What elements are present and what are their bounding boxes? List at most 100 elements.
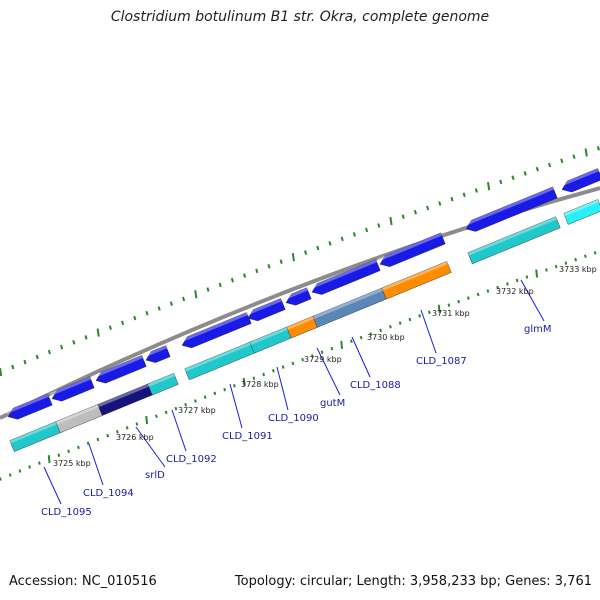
inner-tick <box>272 369 275 373</box>
outer-tick <box>267 263 271 269</box>
label-leader <box>43 466 62 505</box>
outer-tick <box>328 241 332 246</box>
cds-arrow <box>377 232 446 267</box>
outer-tick <box>47 349 51 355</box>
outer-tick <box>291 252 295 262</box>
inner-tick <box>0 477 2 481</box>
inner-tick <box>398 321 402 325</box>
inner-tick <box>467 296 470 300</box>
outer-tick <box>145 310 149 316</box>
inner-tick <box>457 299 461 304</box>
gene-bar-CLD_1090 <box>249 326 292 354</box>
inner-tick <box>574 257 578 262</box>
inner-tick <box>18 469 22 473</box>
outer-tick <box>572 154 576 159</box>
tick-labels: 3725 kbp 3726 kbp 3727 kbp 3728 kbp 3729 kbp… <box>53 265 597 468</box>
gene-label: CLD_1092 <box>166 454 217 465</box>
outer-tick <box>389 216 393 226</box>
inner-tick <box>135 422 139 426</box>
outer-tick <box>243 273 247 278</box>
inner-tick <box>535 269 539 278</box>
map-title: Clostridium botulinum B1 str. Okra, comp… <box>110 9 490 25</box>
inner-tick <box>515 278 519 283</box>
inner-tick <box>77 445 80 450</box>
outer-tick <box>426 205 430 211</box>
label-leader <box>88 443 104 486</box>
feature-track <box>5 168 600 452</box>
inner-tick <box>106 433 110 438</box>
inner-tick <box>155 414 158 419</box>
outer-tick <box>108 325 112 330</box>
label-leader <box>276 366 289 411</box>
outer-tick <box>182 296 186 302</box>
inner-tick <box>96 437 100 442</box>
cds-arrow <box>463 186 558 232</box>
label-leader <box>135 426 166 468</box>
tick-label: 3732 kbp <box>496 287 534 296</box>
tick-label: 3733 kbp <box>559 265 597 274</box>
inner-tick <box>28 465 32 469</box>
tick-label: 3727 kbp <box>178 406 216 415</box>
inner-tick <box>496 285 500 290</box>
outer-tick <box>474 188 478 193</box>
inner-tick <box>369 332 373 336</box>
cds-arrow <box>245 298 286 322</box>
inner-tick <box>486 289 490 293</box>
inner-tick <box>506 282 509 286</box>
outer-tick <box>462 192 466 198</box>
inner-tick <box>389 324 392 329</box>
outer-tick <box>523 171 527 176</box>
inner-tick <box>57 453 61 457</box>
gene-label: gutM <box>320 398 345 409</box>
outer-tick <box>230 277 234 283</box>
label-leaders <box>43 279 545 505</box>
inner-tick <box>194 399 197 403</box>
label-leader <box>316 347 341 396</box>
label-leader <box>351 336 371 378</box>
inner-tick <box>350 339 353 344</box>
inner-tick <box>38 461 41 465</box>
inner-tick <box>330 346 334 351</box>
outer-tick <box>194 290 198 299</box>
inner-tick-marks <box>0 251 597 481</box>
inner-tick <box>359 335 363 340</box>
gene-label: CLD_1090 <box>268 413 319 424</box>
inner-tick <box>116 429 119 434</box>
outer-tick <box>535 166 539 172</box>
outer-tick <box>340 236 344 242</box>
inner-tick <box>554 264 558 269</box>
outer-tick <box>23 359 27 365</box>
inner-tick <box>437 304 441 313</box>
outer-tick <box>218 282 222 288</box>
outer-tick <box>316 245 320 251</box>
inner-tick <box>428 310 431 315</box>
inner-tick <box>164 410 168 415</box>
gene-bar <box>563 199 600 225</box>
outer-tick <box>96 328 100 337</box>
gene-bar-CLD_1095 <box>9 420 63 452</box>
inner-tick <box>252 376 256 381</box>
outer-tick <box>352 232 356 237</box>
outer-tick <box>35 354 39 360</box>
gene-label: srlD <box>145 470 165 481</box>
tick-label: 3728 kbp <box>241 380 279 389</box>
inner-tick <box>291 361 295 366</box>
tick-label: 3730 kbp <box>367 333 405 342</box>
outer-tick <box>548 162 552 168</box>
inner-tick <box>8 473 12 477</box>
inner-tick <box>47 455 51 464</box>
inner-tick <box>281 365 285 369</box>
gene-label: CLD_1088 <box>350 380 401 391</box>
outer-tick <box>133 315 137 321</box>
outer-tick <box>279 259 283 264</box>
accession-text: Accession: NC_010516 <box>9 574 157 589</box>
outer-tick <box>584 148 588 157</box>
inner-tick <box>476 292 480 297</box>
inner-tick <box>320 350 324 355</box>
inner-tick <box>213 391 217 396</box>
inner-tick <box>174 406 178 411</box>
gene-bar-srlD <box>97 382 155 416</box>
cds-arrow <box>559 168 600 193</box>
